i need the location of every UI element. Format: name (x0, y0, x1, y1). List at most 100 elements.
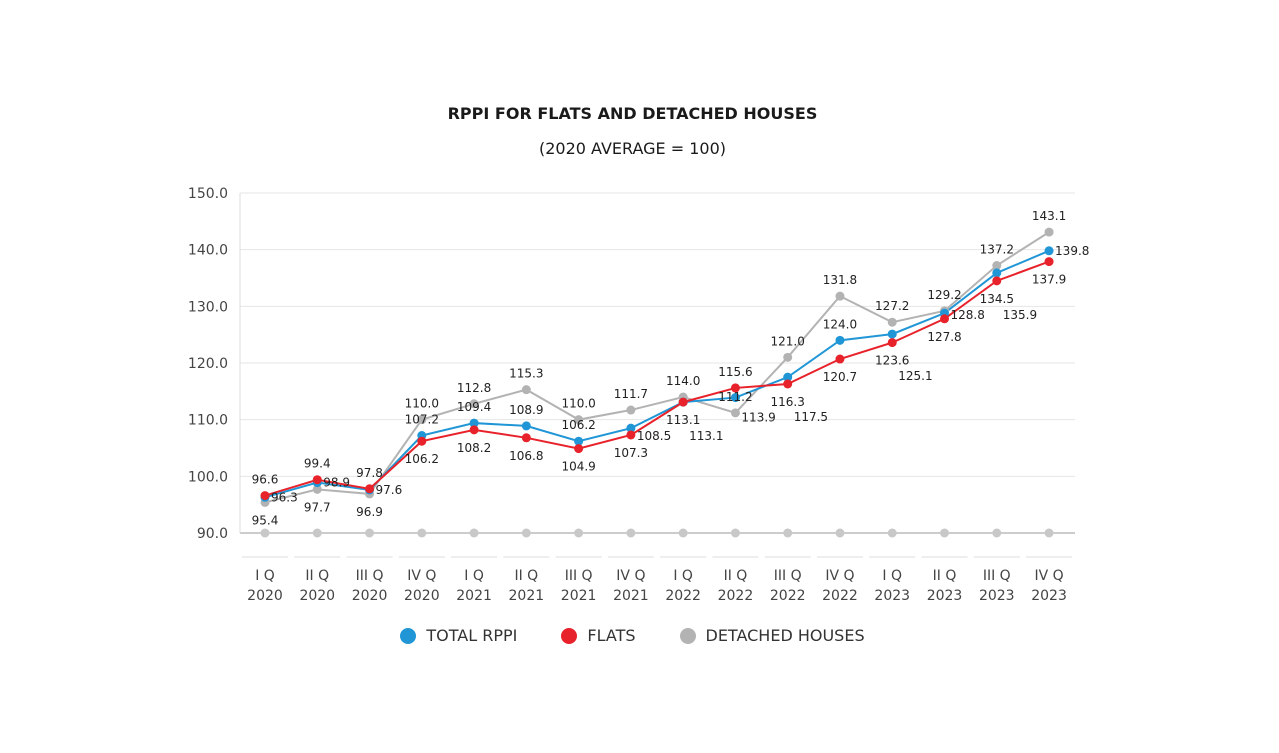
legend-marker-icon (679, 627, 696, 644)
data-label: 139.8 (1055, 244, 1089, 258)
data-label: 99.4 (304, 457, 331, 471)
baseline-marker (887, 528, 897, 538)
legend-item-total: TOTAL RPPI (400, 626, 517, 645)
x-tick-label: 2021 (456, 588, 492, 604)
data-label: 143.1 (1032, 209, 1066, 223)
data-point (469, 399, 479, 409)
data-point (1044, 246, 1054, 256)
data-point (887, 338, 897, 348)
data-label: 115.6 (718, 365, 752, 379)
data-point (992, 276, 1002, 286)
data-label: 115.3 (509, 367, 543, 381)
data-label: 113.9 (741, 411, 775, 425)
baseline-marker (417, 528, 427, 538)
x-tick-label: III Q (774, 568, 802, 584)
baseline-marker (992, 528, 1002, 538)
data-label: 123.6 (875, 354, 909, 368)
x-tick-label: 2023 (874, 588, 910, 604)
data-label: 108.5 (637, 429, 671, 443)
x-tick-label: IV Q (407, 568, 436, 584)
data-label: 113.1 (666, 413, 700, 427)
data-label: 125.1 (898, 369, 932, 383)
data-label: 134.5 (980, 292, 1014, 306)
data-point (783, 372, 793, 382)
data-label: 111.2 (718, 390, 752, 404)
y-tick-label: 110.0 (188, 413, 228, 429)
x-tick-label: III Q (565, 568, 593, 584)
y-tick-label: 140.0 (188, 243, 228, 259)
x-tick-label: 2022 (770, 588, 806, 604)
baseline-marker (730, 528, 740, 538)
x-tick-label: I Q (882, 568, 902, 584)
data-point (887, 317, 897, 327)
x-tick-label: I Q (464, 568, 484, 584)
data-label: 96.9 (356, 505, 383, 519)
legend-marker-icon (400, 627, 417, 644)
x-tick-label: 2022 (718, 588, 754, 604)
data-label: 97.7 (304, 500, 331, 514)
data-label: 108.2 (457, 441, 491, 455)
data-label: 109.4 (457, 400, 491, 414)
chart-subtitle: (2020 AVERAGE = 100) (538, 139, 727, 158)
baseline-marker (940, 528, 950, 538)
data-label: 127.8 (927, 330, 961, 344)
y-tick-label: 90.0 (197, 526, 228, 542)
x-tick-label: I Q (673, 568, 693, 584)
x-tick-label: II Q (724, 568, 748, 584)
data-label: 96.3 (271, 490, 298, 504)
x-tick-label: IV Q (616, 568, 645, 584)
data-label: 98.9 (323, 476, 350, 490)
data-label: 107.2 (405, 413, 439, 427)
data-point (730, 383, 740, 393)
x-tick-label: 2021 (561, 588, 597, 604)
data-label: 116.3 (771, 395, 805, 409)
x-tick-label: II Q (933, 568, 957, 584)
data-point (678, 397, 688, 407)
data-point (574, 415, 584, 425)
y-tick-label: 130.0 (188, 299, 228, 315)
data-label: 95.4 (252, 513, 279, 527)
data-label: 137.9 (1032, 273, 1066, 287)
chart-title: RPPI FOR FLATS AND DETACHED HOUSES (447, 104, 818, 123)
legend-label: FLATS (587, 626, 636, 645)
data-label: 131.8 (823, 273, 857, 287)
data-point (417, 415, 427, 425)
data-label: 124.0 (823, 317, 857, 331)
data-point (574, 436, 584, 446)
x-tick-label: IV Q (825, 568, 854, 584)
data-label: 111.7 (614, 387, 648, 401)
baseline-marker (574, 528, 584, 538)
data-label: 106.2 (561, 418, 595, 432)
data-point (887, 329, 897, 339)
data-point (312, 484, 322, 494)
x-tick-label: 2020 (352, 588, 388, 604)
data-label: 104.9 (561, 460, 595, 474)
data-label: 117.5 (794, 410, 828, 424)
legend-marker-icon (561, 627, 578, 644)
baseline-marker (521, 528, 531, 538)
baseline-marker (1044, 528, 1054, 538)
data-label: 128.8 (951, 308, 985, 322)
x-tick-label: III Q (356, 568, 384, 584)
baseline-marker (678, 528, 688, 538)
data-point (365, 484, 375, 494)
data-point (992, 268, 1002, 278)
data-point (783, 352, 793, 362)
series-line-1 (264, 260, 1050, 497)
y-tick-label: 100.0 (188, 469, 228, 485)
data-label: 96.6 (252, 473, 279, 487)
legend-label: DETACHED HOUSES (705, 626, 865, 645)
x-tick-label: 2020 (299, 588, 335, 604)
data-point (521, 385, 531, 395)
data-point (730, 393, 740, 403)
data-label: 107.3 (614, 446, 648, 460)
baseline-marker (835, 528, 845, 538)
x-tick-label: 2020 (247, 588, 283, 604)
data-label: 129.2 (927, 288, 961, 302)
data-label: 135.9 (1003, 308, 1037, 322)
data-point (521, 421, 531, 431)
y-tick-label: 120.0 (188, 356, 228, 372)
data-point (835, 291, 845, 301)
data-point (417, 436, 427, 446)
